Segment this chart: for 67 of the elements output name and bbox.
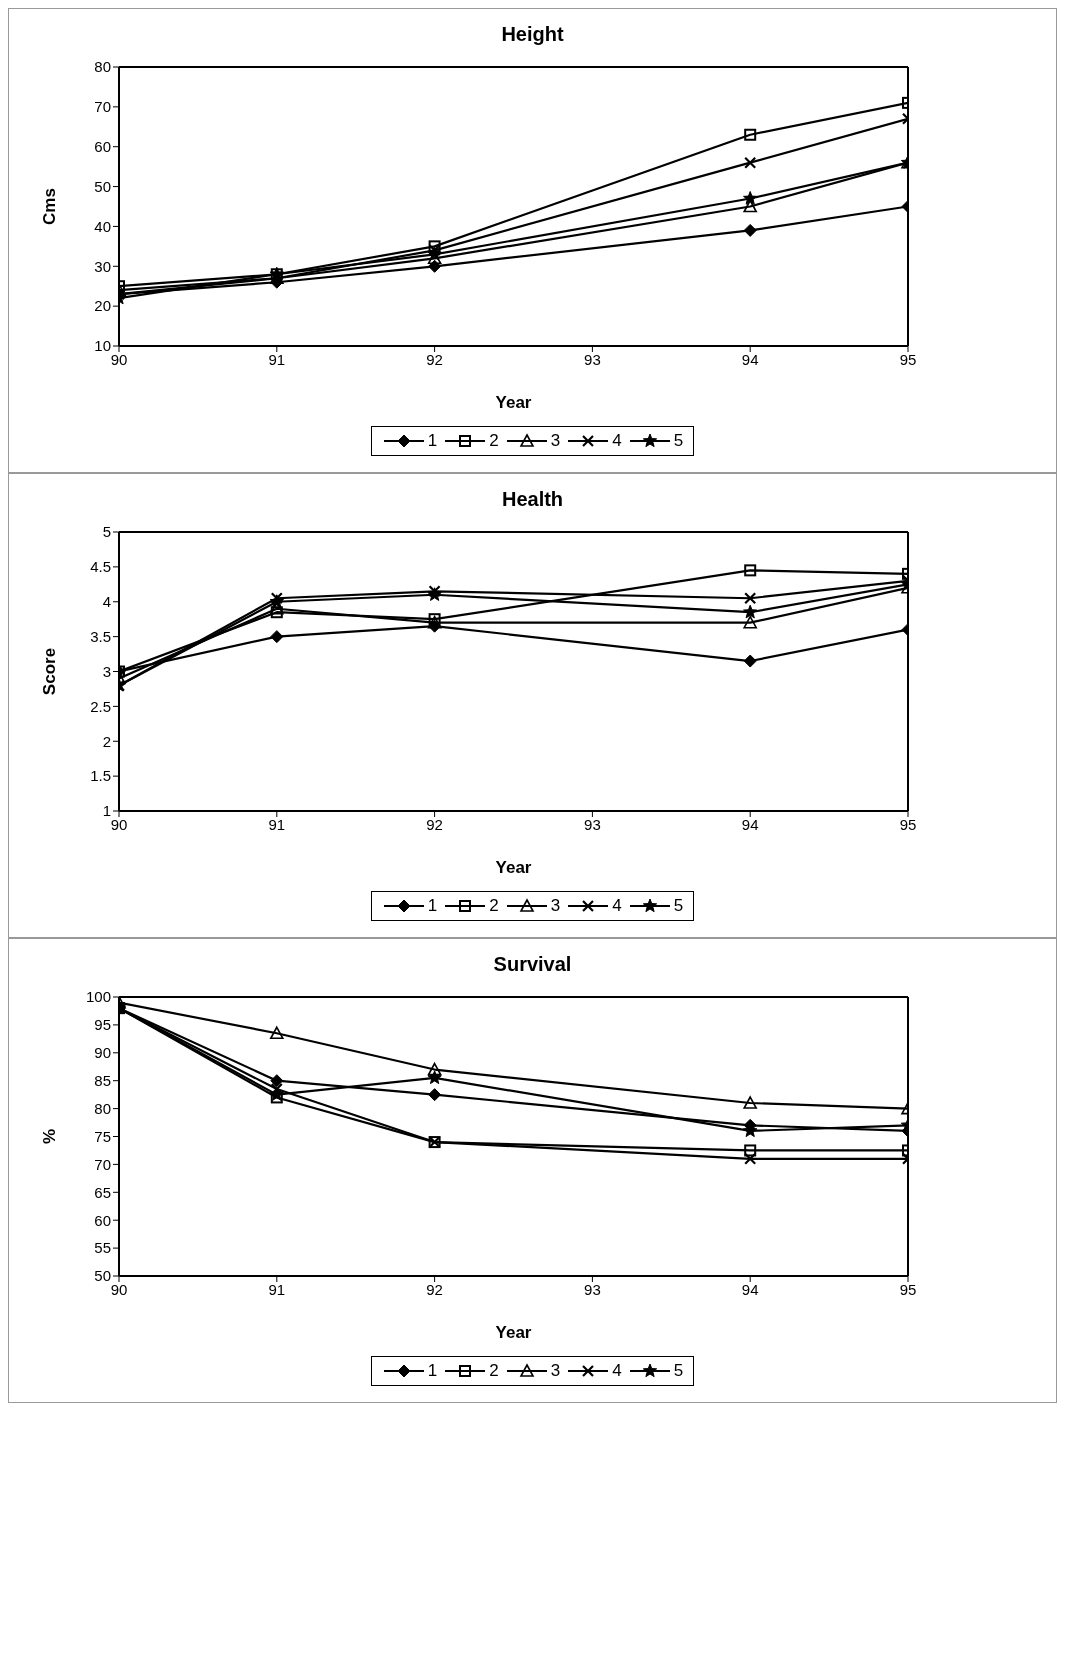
chart-title: Survival bbox=[492, 953, 573, 976]
y-axis-title: Score bbox=[40, 647, 60, 696]
x-axis-title: Year bbox=[495, 1323, 532, 1342]
y-tick-label: 10 bbox=[94, 337, 111, 355]
chart-title: Height bbox=[500, 23, 565, 46]
y-tick-label: 1.5 bbox=[90, 767, 111, 785]
legend-label: 4 bbox=[612, 1361, 622, 1381]
legend-label: 1 bbox=[427, 431, 438, 451]
legend-label: 2 bbox=[489, 1361, 499, 1381]
y-tick-label: 95 bbox=[94, 1016, 111, 1034]
y-tick-label: 55 bbox=[94, 1239, 111, 1257]
chart-title: Health bbox=[500, 488, 565, 511]
legend-label: 2 bbox=[489, 896, 499, 916]
legend-label: 5 bbox=[673, 431, 684, 451]
x-tick-label: 92 bbox=[426, 815, 443, 833]
legend-label: 3 bbox=[550, 896, 561, 916]
y-tick-label: 50 bbox=[94, 177, 111, 195]
y-tick-label: 20 bbox=[94, 297, 111, 315]
y-tick-label: 4 bbox=[102, 593, 111, 611]
x-tick-label: 94 bbox=[741, 1280, 759, 1298]
y-tick-label: 3 bbox=[102, 662, 111, 680]
y-tick-label: 40 bbox=[94, 217, 111, 235]
x-tick-label: 92 bbox=[426, 1280, 443, 1298]
y-tick-label: 90 bbox=[94, 1044, 111, 1062]
legend-label: 5 bbox=[673, 1361, 684, 1381]
x-axis-title: Year bbox=[495, 858, 532, 877]
x-tick-label: 93 bbox=[584, 815, 601, 833]
y-tick-label: 80 bbox=[94, 1099, 111, 1117]
y-tick-label: 30 bbox=[94, 257, 111, 275]
y-tick-label: 3.5 bbox=[90, 627, 111, 645]
y-tick-label: 50 bbox=[94, 1267, 111, 1285]
x-tick-label: 94 bbox=[741, 815, 759, 833]
y-tick-label: 4.5 bbox=[90, 558, 111, 576]
y-tick-label: 85 bbox=[94, 1072, 111, 1090]
y-tick-label: 80 bbox=[94, 58, 111, 76]
legend-label: 1 bbox=[427, 1361, 438, 1381]
legend-label: 4 bbox=[612, 431, 622, 451]
x-tick-label: 91 bbox=[268, 350, 286, 368]
x-tick-label: 91 bbox=[268, 1280, 286, 1298]
legend-label: 1 bbox=[427, 896, 438, 916]
y-tick-label: 65 bbox=[94, 1183, 111, 1201]
y-tick-label: 75 bbox=[94, 1127, 111, 1145]
x-tick-label: 93 bbox=[584, 1280, 601, 1298]
y-tick-label: 60 bbox=[94, 138, 111, 156]
y-tick-label: 70 bbox=[94, 98, 111, 116]
y-axis-title: % bbox=[40, 1128, 60, 1145]
x-tick-label: 94 bbox=[741, 350, 759, 368]
y-tick-label: 70 bbox=[94, 1155, 111, 1173]
legend-label: 2 bbox=[489, 431, 499, 451]
y-axis-title: Cms bbox=[40, 188, 60, 225]
legend-label: 4 bbox=[612, 896, 622, 916]
y-tick-label: 100 bbox=[85, 988, 111, 1006]
y-tick-label: 2 bbox=[102, 732, 111, 750]
legend-label: 3 bbox=[550, 431, 561, 451]
y-tick-label: 5 bbox=[102, 523, 111, 541]
x-tick-label: 93 bbox=[584, 350, 601, 368]
y-tick-label: 2.5 bbox=[90, 697, 111, 715]
x-axis-title: Year bbox=[495, 393, 532, 412]
y-tick-label: 60 bbox=[94, 1211, 111, 1229]
x-tick-label: 91 bbox=[268, 815, 286, 833]
x-tick-label: 95 bbox=[899, 350, 917, 368]
x-tick-label: 92 bbox=[426, 350, 443, 368]
x-tick-label: 95 bbox=[899, 815, 917, 833]
x-tick-label: 95 bbox=[899, 1280, 917, 1298]
y-tick-label: 1 bbox=[102, 802, 111, 820]
legend-label: 3 bbox=[550, 1361, 561, 1381]
legend-label: 5 bbox=[673, 896, 684, 916]
